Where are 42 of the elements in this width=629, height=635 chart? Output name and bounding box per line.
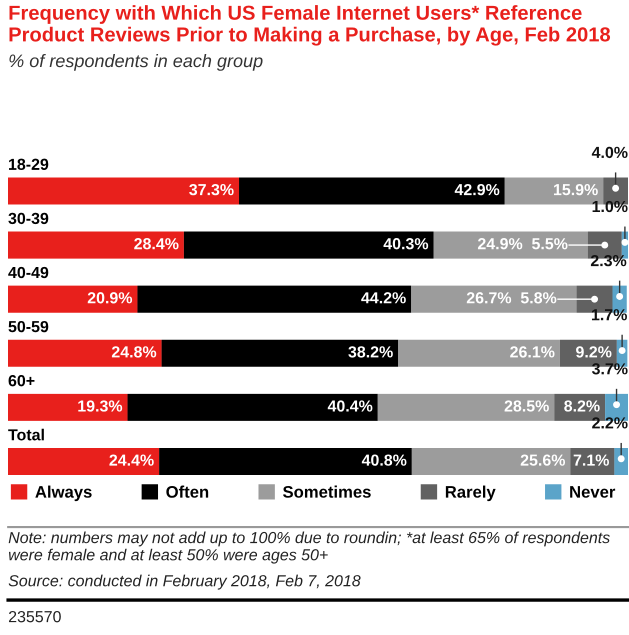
data-label: 24.8% bbox=[112, 346, 156, 358]
data-label: 9.2% bbox=[576, 346, 612, 358]
text: 235570 bbox=[8, 611, 61, 622]
chart-subtitle: % of respondents in each group bbox=[9, 54, 263, 71]
data-label: 40.8% bbox=[362, 454, 406, 466]
data-label: 38.2% bbox=[348, 346, 393, 358]
data-label: 19.3% bbox=[78, 400, 122, 412]
data-label: 7.1% bbox=[574, 454, 609, 466]
legend-label: Always bbox=[35, 486, 92, 502]
data-label: 20.9% bbox=[88, 292, 132, 304]
legend-label: Rarely bbox=[446, 486, 496, 502]
data-label: 42.9% bbox=[454, 184, 500, 196]
source-note: Source: conducted in February 2018, Feb 7, 2018 bbox=[8, 574, 361, 590]
legend-label: Sometimes bbox=[282, 486, 371, 498]
y-tick-label: 60+ bbox=[8, 375, 34, 386]
data-label: 4.0% bbox=[592, 146, 628, 158]
data-label: 24.9% bbox=[478, 238, 522, 250]
y-tick-label: 40-49 bbox=[8, 266, 48, 278]
data-label: 26.1% bbox=[510, 346, 554, 358]
data-label: 44.2% bbox=[361, 292, 406, 304]
legend-label: Often bbox=[166, 486, 208, 498]
data-label: 28.5% bbox=[504, 400, 549, 412]
data-label: 8.2% bbox=[564, 400, 600, 412]
y-tick-label: Total bbox=[8, 428, 44, 440]
data-label: 25.6% bbox=[520, 454, 566, 466]
y-tick-label: 50-59 bbox=[8, 320, 48, 332]
legend-label: Never bbox=[570, 486, 616, 498]
data-label: 3.7% bbox=[592, 363, 628, 374]
chart-title: Frequency with Which US Female Internet Users* Reference Product Reviews Prior to Making a Purchase, by Age, Feb 2018 bbox=[10, 5, 610, 46]
data-label: 15.9% bbox=[554, 184, 598, 196]
data-label: 40.4% bbox=[328, 400, 372, 412]
data-label: 5.8% bbox=[520, 292, 556, 304]
data-label: 5.5% bbox=[532, 238, 568, 250]
data-label: 26.7% bbox=[466, 292, 512, 304]
data-label: 24.4% bbox=[109, 454, 154, 466]
data-label: 28.4% bbox=[134, 238, 179, 250]
data-label: 37.3% bbox=[189, 184, 234, 196]
data-label: 40.3% bbox=[384, 238, 428, 250]
y-tick-label: 18-29 bbox=[9, 158, 48, 170]
text: Note: numbers may not add up to 100% due to roundin; *at least 65% of respondents were female and at least 50% were ages 50+ bbox=[8, 531, 610, 564]
y-tick-label: 30-39 bbox=[8, 212, 48, 224]
data-label: 2.2% bbox=[592, 417, 628, 429]
